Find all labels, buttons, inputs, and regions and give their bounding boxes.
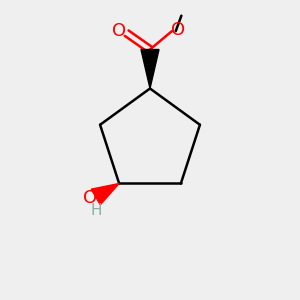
Text: O: O <box>171 21 185 39</box>
Polygon shape <box>91 184 119 205</box>
Text: O: O <box>83 190 98 208</box>
Polygon shape <box>141 50 159 88</box>
Text: O: O <box>112 22 126 40</box>
Text: H: H <box>90 203 101 218</box>
